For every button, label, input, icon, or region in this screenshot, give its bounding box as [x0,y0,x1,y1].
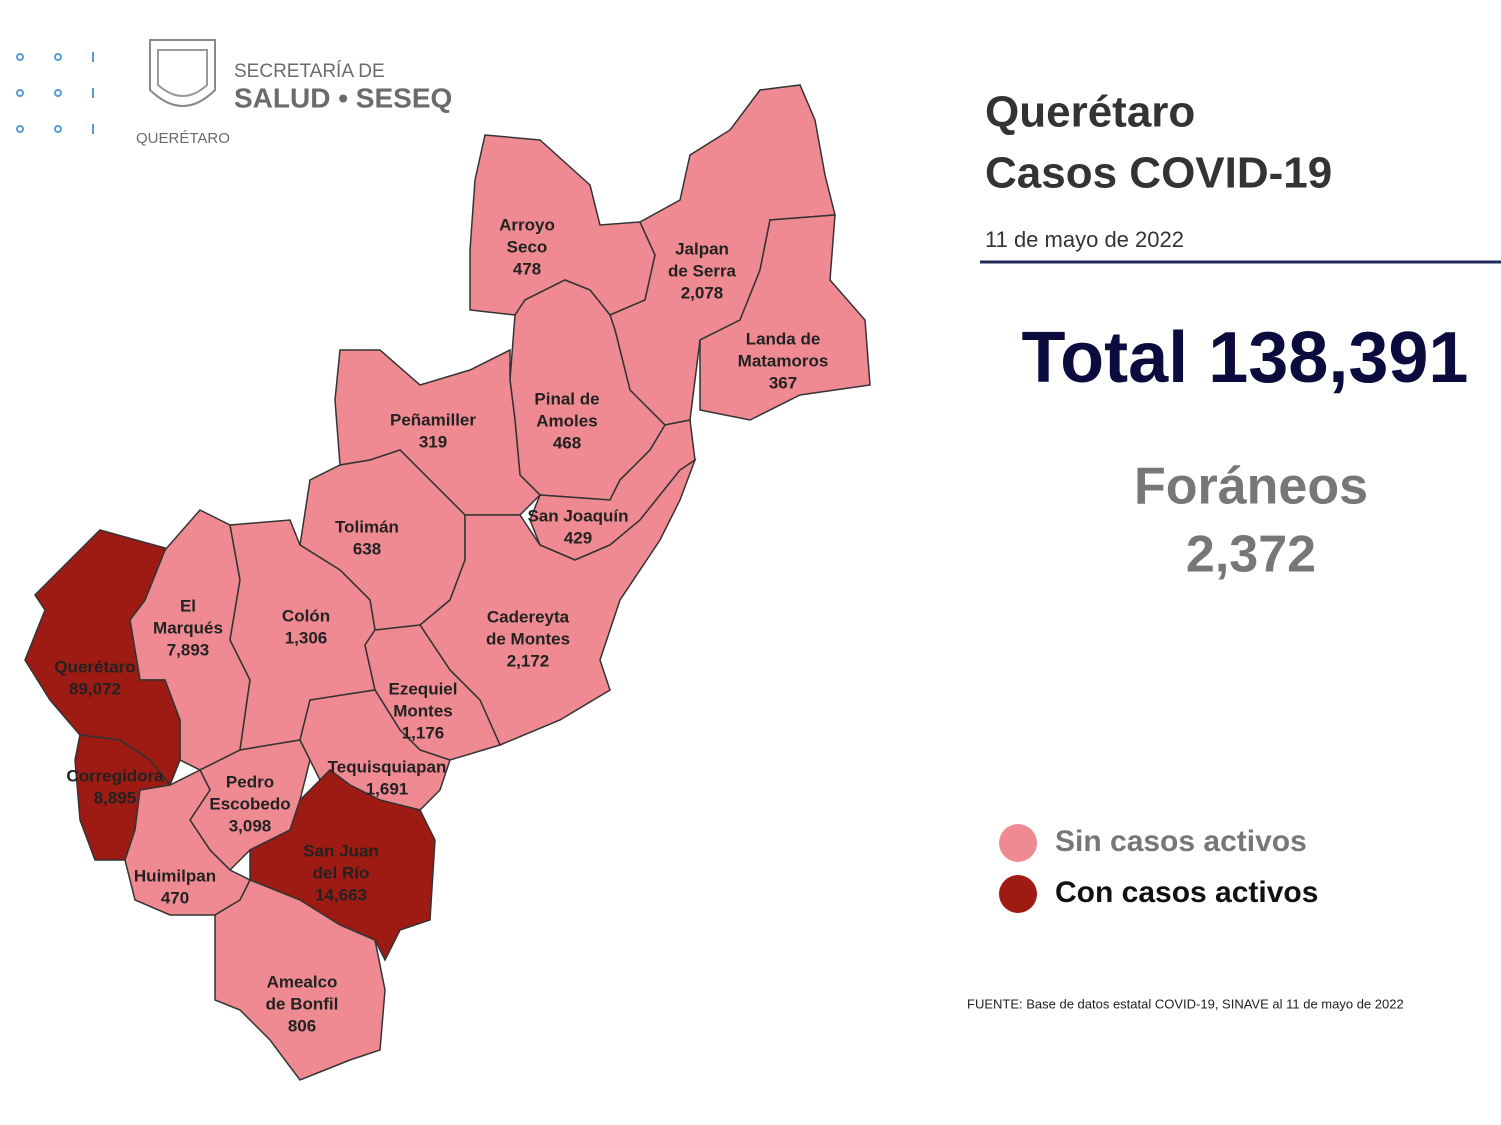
municipality [214,879,386,1081]
legend-label: Sin casos activos [1055,825,1307,858]
map [24,84,871,1081]
title: Casos COVID-19 [985,149,1332,198]
municipality-name: Cadereyta [487,607,570,626]
municipality-name: Corregidora [66,766,164,785]
municipality-name: Jalpan [675,239,729,258]
municipality-cases: 429 [564,528,592,547]
municipality-name: Marqués [153,618,223,637]
municipality-name: Arroyo [499,215,555,234]
municipality-name: Montes [393,701,453,720]
municipality-cases: 478 [513,259,541,278]
municipality-cases: 468 [553,433,581,452]
municipality-cases: 8,895 [94,788,137,807]
municipality-name: Tolimán [335,517,399,536]
municipality-cases: 89,072 [69,679,121,698]
municipality-name: Tequisquiapan [328,757,447,776]
municipality-cases: 367 [769,373,797,392]
municipality-cases: 2,172 [507,651,550,670]
municipality-name: de Serra [668,261,737,280]
municipality-name: Huimilpan [134,866,216,885]
municipality [699,214,871,421]
municipality-name: Matamoros [738,351,829,370]
date: 11 de mayo de 2022 [985,227,1184,252]
municipality-name: Escobedo [209,794,290,813]
municipality-name: Pedro [226,772,274,791]
total: Total 138,391 [1022,318,1469,398]
municipality-name: Pinal de [534,389,599,408]
municipality-name: del Río [313,863,370,882]
municipality-name: Landa de [746,329,821,348]
municipality-name: Amoles [536,411,597,430]
municipality [249,769,436,962]
municipality-cases: 1,691 [366,779,409,798]
foraneos-value: 2,372 [1186,526,1316,584]
legend-label: Con casos activos [1055,876,1318,909]
municipality-name: de Bonfil [266,994,339,1013]
org-name: SALUD • SESEQ [234,82,452,113]
org-line: SECRETARÍA DE [234,61,385,82]
municipality-name: de Montes [486,629,570,648]
municipality-cases: 3,098 [229,816,272,835]
municipality-name: Seco [507,237,548,256]
municipality-cases: 638 [353,539,381,558]
logo [16,39,216,134]
municipality-cases: 806 [288,1016,316,1035]
title: Querétaro [985,88,1195,137]
municipality-cases: 7,893 [167,640,210,659]
legend: Sin casos activos Con casos activos [999,824,1318,913]
municipality-name: San Juan [303,841,379,860]
municipality-name: San Joaquín [527,506,628,525]
municipality-name: El [180,596,196,615]
municipality-cases: 319 [419,432,447,451]
source: FUENTE: Base de datos estatal COVID-19, … [967,996,1404,1011]
legend-swatch [999,875,1037,913]
municipality-name: Ezequiel [389,679,458,698]
legend-swatch [999,824,1037,862]
municipality-cases: 2,078 [681,283,724,302]
municipality-name: Amealco [267,972,338,991]
municipality-name: Colón [282,606,330,625]
map-labels: Arroyo Seco 478 Jalpan de Serra 2,078 Landa de… [54,215,828,1035]
municipality-name: Peñamiller [390,410,476,429]
org-state: QUERÉTARO [136,130,230,147]
foraneos-label: Foráneos [1134,458,1368,516]
municipality-cases: 470 [161,888,189,907]
municipality [364,624,502,761]
municipality-name: Querétaro [54,657,135,676]
municipality-cases: 1,176 [402,723,445,742]
municipality-cases: 1,306 [285,628,328,647]
municipality-cases: 14,663 [315,885,367,904]
